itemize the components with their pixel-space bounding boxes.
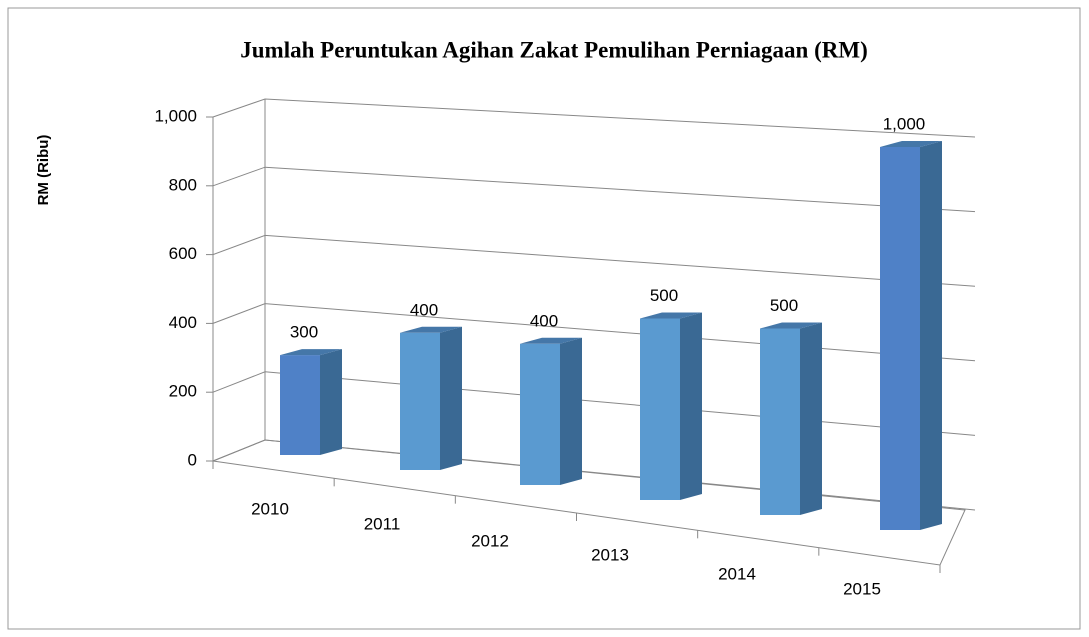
x-tick-label: 2012 (471, 531, 509, 550)
bar-side (800, 322, 822, 515)
y-tick-label: 600 (169, 244, 197, 263)
bar (640, 318, 680, 500)
value-label: 1,000 (883, 114, 926, 133)
value-label: 500 (770, 296, 798, 315)
bar (520, 343, 560, 485)
bar-side (320, 349, 342, 455)
y-tick-label: 800 (169, 175, 197, 194)
chart-title: Jumlah Peruntukan Agihan Zakat Pemulihan… (240, 37, 867, 62)
bar-top (400, 326, 462, 333)
x-tick-label: 2015 (843, 579, 881, 598)
bar (280, 355, 320, 455)
y-tick-label: 1,000 (154, 106, 197, 125)
x-tick-label: 2011 (364, 514, 401, 533)
y-tick-label: 400 (169, 313, 197, 332)
bar-side (680, 312, 702, 500)
value-label: 500 (650, 286, 678, 305)
y-axis-label: RM (Ribu) (35, 135, 52, 206)
bar-side (440, 326, 462, 470)
bar (880, 147, 920, 530)
x-tick-label: 2014 (718, 564, 756, 583)
bar-top (880, 141, 942, 147)
grid-line (212, 234, 976, 287)
bar-top (640, 312, 702, 319)
x-tick-label: 2013 (591, 545, 629, 564)
bar-side (560, 337, 582, 485)
value-label: 400 (410, 300, 438, 319)
grid-line (212, 166, 976, 213)
bar (760, 328, 800, 515)
bar-top (280, 349, 342, 356)
bar-top (760, 322, 822, 329)
grid-line (212, 439, 976, 511)
y-tick-label: 0 (188, 450, 197, 469)
grid-line (212, 303, 976, 362)
grid-line (212, 98, 976, 138)
grid-line (212, 371, 976, 436)
y-tick-label: 200 (169, 382, 197, 401)
x-tick-label: 2010 (251, 499, 289, 518)
bar (400, 332, 440, 470)
bar-top (520, 337, 582, 344)
value-label: 300 (290, 323, 318, 342)
value-label: 400 (530, 311, 558, 330)
bar-side (920, 141, 942, 530)
